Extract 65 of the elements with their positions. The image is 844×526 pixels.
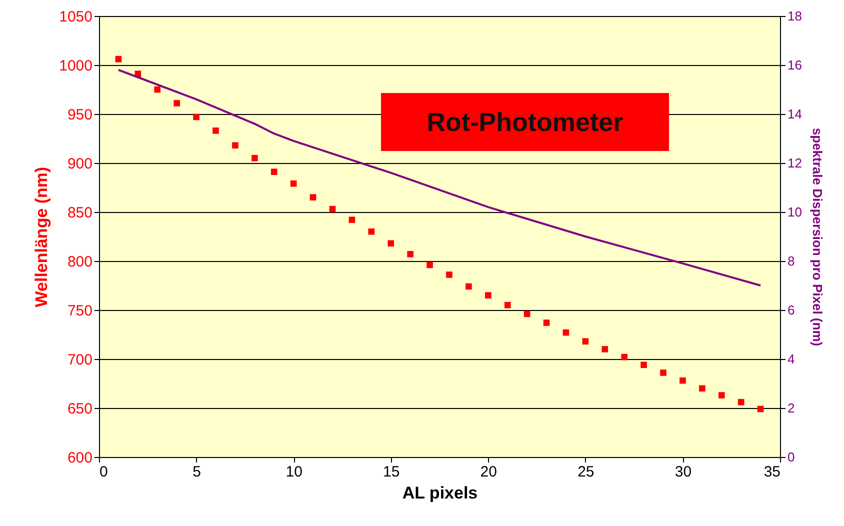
y2-tick-label: 6	[788, 302, 795, 318]
point	[388, 240, 394, 247]
point	[543, 320, 550, 326]
point	[310, 194, 316, 200]
line-series	[117, 68, 762, 286]
point	[154, 86, 161, 93]
point	[718, 392, 725, 398]
point	[426, 262, 433, 268]
y2-tick-label: 18	[788, 8, 802, 24]
x-tick-label: 20	[480, 464, 497, 480]
y-tick-label: 950	[67, 106, 92, 124]
y-tick-label: 1000	[59, 58, 92, 74]
point	[407, 250, 414, 258]
point	[680, 377, 686, 384]
y2-axis-title: spektrale Dispersion pro Pixel (nm)	[810, 128, 825, 346]
y-tick-label: 850	[67, 204, 92, 222]
point	[660, 370, 666, 376]
y2-tick-label: 12	[788, 156, 802, 170]
y-tick-label: 800	[67, 254, 92, 270]
point	[484, 292, 492, 298]
point	[193, 114, 200, 120]
point	[232, 142, 238, 149]
x-tick-label: 35	[764, 464, 780, 480]
y-tick-label: 1050	[59, 8, 92, 26]
point	[640, 362, 647, 368]
y-tick-label: 600	[67, 450, 92, 466]
point	[290, 180, 297, 187]
y-tick-label: 900	[67, 156, 92, 172]
point	[329, 206, 336, 212]
point	[524, 310, 530, 318]
point	[115, 56, 122, 62]
x-tick-label: 5	[192, 464, 201, 480]
x-tick-label: 10	[286, 464, 302, 480]
point	[368, 228, 375, 235]
x-tick-label: 15	[383, 464, 400, 480]
x-tick-label: 30	[674, 464, 692, 480]
x-axis-title: AL pixels	[402, 484, 478, 502]
y2-tick-label: 16	[788, 58, 802, 72]
y2-tick-label: 2	[788, 400, 795, 416]
point	[562, 329, 570, 336]
point	[699, 385, 706, 392]
y-axis-title: Wellenlänge (nm)	[32, 166, 52, 308]
point	[582, 338, 589, 345]
point	[757, 406, 764, 412]
x-tick-label: 0	[100, 464, 108, 480]
y2-tick-label: 14	[788, 106, 802, 122]
point	[270, 168, 278, 175]
point	[348, 216, 356, 224]
y-tick-label: 650	[67, 400, 92, 418]
point	[504, 302, 511, 308]
point	[738, 398, 744, 406]
point	[212, 128, 219, 134]
x-tick-label: 25	[578, 464, 594, 480]
y2-tick-label: 10	[788, 204, 802, 220]
point	[621, 354, 628, 360]
y2-tick-label: 8	[788, 254, 795, 268]
point	[446, 272, 452, 278]
point	[174, 100, 180, 106]
point	[466, 283, 472, 290]
y2-tick-label: 4	[788, 352, 795, 366]
y2-tick-label: 0	[788, 450, 795, 464]
point	[602, 346, 608, 352]
point	[251, 154, 258, 162]
y-tick-label: 700	[67, 352, 92, 368]
y-tick-label: 750	[67, 302, 92, 320]
